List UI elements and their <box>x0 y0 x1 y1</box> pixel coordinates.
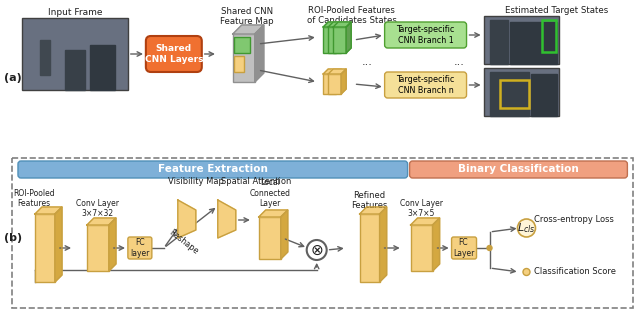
Polygon shape <box>433 218 440 271</box>
Polygon shape <box>35 207 62 214</box>
FancyBboxPatch shape <box>18 161 408 178</box>
Polygon shape <box>531 74 557 116</box>
FancyBboxPatch shape <box>22 18 128 90</box>
FancyBboxPatch shape <box>87 225 109 271</box>
Circle shape <box>307 240 326 260</box>
Polygon shape <box>360 207 387 214</box>
Text: Feature Extraction: Feature Extraction <box>158 164 268 175</box>
Polygon shape <box>87 218 116 225</box>
Polygon shape <box>333 22 351 27</box>
Text: Refined
Features: Refined Features <box>351 191 388 210</box>
FancyBboxPatch shape <box>360 214 380 282</box>
Polygon shape <box>341 69 346 94</box>
Polygon shape <box>65 50 85 90</box>
Circle shape <box>487 245 492 250</box>
Polygon shape <box>178 200 196 238</box>
Text: (a): (a) <box>4 73 22 83</box>
Polygon shape <box>323 22 341 27</box>
Text: Shared CNN
Feature Map: Shared CNN Feature Map <box>220 7 273 26</box>
Text: Classification Score: Classification Score <box>534 267 616 277</box>
Text: Shared
CNN Layers: Shared CNN Layers <box>145 44 203 64</box>
Polygon shape <box>336 69 341 94</box>
FancyBboxPatch shape <box>146 36 202 72</box>
Text: Reshape: Reshape <box>168 228 200 256</box>
Polygon shape <box>109 218 116 271</box>
FancyBboxPatch shape <box>385 22 467 48</box>
Text: (b): (b) <box>4 233 22 243</box>
Text: Spatial Attention: Spatial Attention <box>221 177 291 186</box>
Polygon shape <box>55 207 62 282</box>
Polygon shape <box>411 218 440 225</box>
FancyBboxPatch shape <box>410 161 627 178</box>
FancyBboxPatch shape <box>333 27 346 53</box>
FancyBboxPatch shape <box>484 16 559 64</box>
FancyBboxPatch shape <box>484 68 559 116</box>
Text: Estimated Target States: Estimated Target States <box>505 6 608 15</box>
Text: ...: ... <box>329 63 340 73</box>
Text: FC
Layer: FC Layer <box>453 238 474 258</box>
Polygon shape <box>341 22 346 53</box>
Polygon shape <box>255 25 264 82</box>
Text: Conv Layer
3×7×5: Conv Layer 3×7×5 <box>400 198 443 218</box>
Text: $L_{cls}$: $L_{cls}$ <box>517 221 536 235</box>
Text: Visibility Map: Visibility Map <box>168 177 224 186</box>
Text: $\otimes$: $\otimes$ <box>310 243 323 257</box>
Polygon shape <box>218 200 236 238</box>
Text: Cross-entropy Loss: Cross-entropy Loss <box>534 215 614 225</box>
Polygon shape <box>490 72 529 116</box>
Text: ...: ... <box>362 57 373 67</box>
Polygon shape <box>259 210 288 217</box>
Text: ROI-Pooled Features
of Candidates States: ROI-Pooled Features of Candidates States <box>307 6 397 26</box>
Polygon shape <box>380 207 387 282</box>
Circle shape <box>518 219 536 237</box>
FancyBboxPatch shape <box>35 214 55 282</box>
Polygon shape <box>90 45 115 90</box>
Polygon shape <box>509 22 557 64</box>
FancyBboxPatch shape <box>411 225 433 271</box>
Text: Target-specific
CNN Branch 1: Target-specific CNN Branch 1 <box>396 25 455 45</box>
FancyBboxPatch shape <box>328 74 341 94</box>
Polygon shape <box>328 69 346 74</box>
FancyBboxPatch shape <box>234 56 244 72</box>
FancyBboxPatch shape <box>385 72 467 98</box>
Text: Binary Classification: Binary Classification <box>458 164 579 175</box>
Polygon shape <box>336 22 341 53</box>
FancyBboxPatch shape <box>128 237 152 259</box>
FancyBboxPatch shape <box>323 74 336 94</box>
Polygon shape <box>40 40 50 75</box>
Text: Local
Connected
Layer: Local Connected Layer <box>249 178 290 208</box>
FancyBboxPatch shape <box>328 27 341 53</box>
Polygon shape <box>233 25 264 34</box>
FancyBboxPatch shape <box>233 34 255 82</box>
FancyBboxPatch shape <box>452 237 477 259</box>
Text: Target-specific
CNN Branch n: Target-specific CNN Branch n <box>396 75 455 95</box>
Polygon shape <box>281 210 288 259</box>
FancyBboxPatch shape <box>234 37 250 53</box>
FancyBboxPatch shape <box>259 217 281 259</box>
Polygon shape <box>328 22 346 27</box>
Text: Input Frame: Input Frame <box>47 8 102 17</box>
Polygon shape <box>323 69 341 74</box>
Text: ROI-Pooled
Features: ROI-Pooled Features <box>13 189 55 208</box>
Polygon shape <box>490 20 508 64</box>
Circle shape <box>523 268 530 276</box>
Text: ...: ... <box>454 57 465 67</box>
FancyBboxPatch shape <box>323 27 336 53</box>
Text: FC
layer: FC layer <box>130 238 150 258</box>
Polygon shape <box>346 22 351 53</box>
Text: Conv Layer
3×7×32: Conv Layer 3×7×32 <box>76 198 120 218</box>
